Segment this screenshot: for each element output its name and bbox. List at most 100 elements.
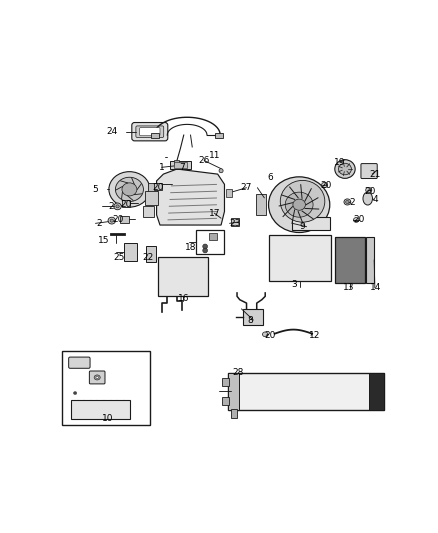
Bar (154, 183, 162, 190)
Ellipse shape (346, 200, 349, 204)
Bar (243, 309, 263, 325)
Ellipse shape (114, 203, 121, 210)
Bar (173, 161, 187, 168)
Bar (369, 373, 384, 410)
Ellipse shape (280, 180, 325, 222)
Text: 15: 15 (98, 236, 110, 245)
Ellipse shape (96, 376, 99, 378)
Text: 11: 11 (208, 151, 220, 160)
Bar (268, 235, 332, 281)
Bar (145, 191, 158, 205)
Text: 17: 17 (208, 208, 220, 217)
Text: 20: 20 (152, 183, 164, 192)
Ellipse shape (219, 168, 223, 173)
Ellipse shape (94, 375, 100, 380)
Ellipse shape (268, 177, 330, 232)
Ellipse shape (344, 199, 351, 205)
Bar (230, 409, 237, 417)
Bar (196, 230, 224, 254)
Text: 23: 23 (229, 219, 240, 228)
Bar (124, 243, 137, 261)
Bar (120, 216, 129, 223)
Text: 20: 20 (365, 187, 376, 196)
Ellipse shape (203, 248, 208, 253)
Ellipse shape (262, 332, 268, 337)
Ellipse shape (74, 392, 77, 394)
Text: 20: 20 (321, 182, 332, 190)
Text: 20: 20 (265, 331, 276, 340)
Text: 2: 2 (96, 219, 102, 228)
Ellipse shape (203, 244, 208, 249)
Bar (173, 160, 179, 164)
Text: 21: 21 (370, 169, 381, 179)
Bar (61, 351, 150, 425)
Text: 25: 25 (113, 253, 125, 262)
Text: 10: 10 (102, 414, 113, 423)
Bar (226, 189, 232, 197)
Text: 2: 2 (349, 198, 355, 207)
Polygon shape (156, 169, 224, 225)
Text: 4: 4 (373, 195, 378, 204)
Bar (222, 378, 229, 386)
FancyBboxPatch shape (132, 123, 168, 141)
Bar (158, 257, 208, 296)
Ellipse shape (366, 188, 372, 193)
Text: 20: 20 (353, 215, 364, 224)
Bar (143, 206, 154, 216)
Text: 16: 16 (178, 294, 190, 303)
Bar (71, 400, 131, 419)
FancyBboxPatch shape (361, 164, 377, 179)
Bar (208, 233, 217, 240)
Bar (231, 218, 239, 225)
Text: 24: 24 (107, 127, 118, 136)
Ellipse shape (339, 163, 351, 175)
Ellipse shape (285, 192, 313, 217)
FancyBboxPatch shape (69, 357, 90, 368)
Bar (148, 183, 157, 196)
Bar (335, 237, 365, 282)
Bar (170, 160, 191, 169)
FancyArrowPatch shape (169, 212, 217, 213)
FancyBboxPatch shape (89, 371, 105, 384)
FancyArrowPatch shape (168, 219, 217, 220)
Text: 9: 9 (300, 222, 305, 231)
Ellipse shape (110, 219, 113, 222)
Text: 1: 1 (159, 163, 165, 172)
FancyBboxPatch shape (136, 126, 164, 138)
Text: 14: 14 (370, 284, 381, 292)
Ellipse shape (116, 177, 143, 201)
Bar (151, 133, 159, 139)
Bar (293, 216, 330, 230)
Bar (366, 237, 374, 282)
Bar (215, 133, 223, 139)
Text: 20: 20 (120, 200, 132, 209)
Ellipse shape (122, 183, 137, 196)
Ellipse shape (353, 217, 359, 222)
Text: 18: 18 (185, 243, 196, 252)
FancyArrowPatch shape (171, 184, 217, 186)
Text: 19: 19 (334, 158, 346, 167)
Ellipse shape (108, 217, 116, 224)
Text: 2: 2 (108, 202, 113, 211)
Ellipse shape (335, 160, 355, 179)
Ellipse shape (293, 199, 305, 210)
Bar (228, 373, 239, 410)
FancyArrowPatch shape (170, 198, 217, 199)
Bar (122, 200, 131, 207)
Ellipse shape (363, 192, 372, 205)
Ellipse shape (321, 182, 328, 188)
Bar (146, 246, 156, 262)
Text: 28: 28 (233, 368, 244, 377)
Text: 26: 26 (198, 156, 210, 165)
FancyBboxPatch shape (140, 127, 160, 136)
Ellipse shape (116, 205, 119, 208)
Text: 8: 8 (247, 316, 253, 325)
Bar (255, 195, 266, 215)
Ellipse shape (109, 172, 150, 207)
FancyArrowPatch shape (169, 205, 217, 206)
FancyArrowPatch shape (170, 191, 217, 193)
Bar (228, 373, 384, 410)
Bar (222, 397, 229, 405)
Text: 27: 27 (241, 183, 252, 192)
Text: 7: 7 (179, 163, 185, 172)
